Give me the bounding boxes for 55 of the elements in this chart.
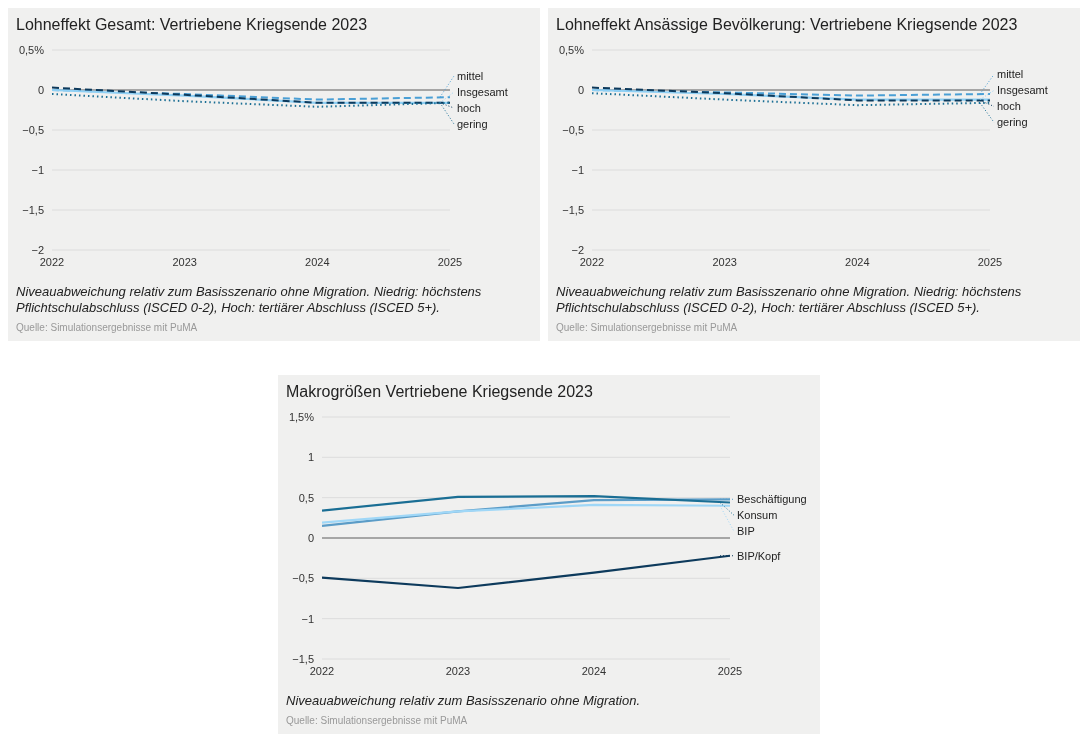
y-tick-label: 0,5% [18, 43, 45, 56]
line-series [322, 498, 730, 527]
y-tick-label: 0 [577, 83, 584, 96]
legend-label: Beschäftigung [737, 493, 807, 506]
y-tick-label: 0,5% [558, 43, 585, 56]
y-tick-label: −0,5 [292, 572, 314, 585]
y-tick-label: −1,5 [292, 652, 314, 665]
line-series [322, 494, 730, 512]
text: Niveauabweichung relativ zum Basisszenario ohne Migration. [285, 692, 642, 709]
y-tick-label: 1,5% [288, 410, 315, 423]
chart-title: Lohneffekt Gesamt: Vertriebene Kriegsende 2023 [15, 15, 369, 35]
series-label: BIP [737, 525, 755, 538]
legend-label: BIP/Kopf [737, 549, 782, 562]
line-series [322, 554, 730, 590]
legend-label: hoch [997, 100, 1021, 113]
y-tick-label: −0,5 [22, 123, 44, 136]
chart-title: Makrogrößen Vertriebene Kriegsende 2023 [285, 382, 594, 402]
y-tick-label: 1 [307, 451, 314, 464]
series-label: mittel [997, 68, 1024, 81]
text: Niveauabweichung relativ zum Basisszenario ohne Migration. Niedrig: höchstens Pflichtschulabschluss (ISCED 0-2), Hoch: tertiärer Abschluss (ISCED 5+). [15, 283, 483, 316]
source-note: Quelle: Simulationsergebnisse mit PuMA [15, 321, 199, 333]
x-tick-label: 2023 [445, 664, 471, 677]
x-tick-label: 2025 [717, 664, 743, 677]
legend-label: Insgesamt [997, 84, 1048, 97]
text: Niveauabweichung relativ zum Basisszenario ohne Migration. Niedrig: höchstens Pflichtschulabschluss (ISCED 0-2), Hoch: tertiärer Abschluss (ISCED 5+). [555, 283, 1023, 316]
x-tick-label: 2022 [39, 255, 65, 268]
legend-label: Konsum [737, 509, 778, 522]
x-tick-label: 2025 [437, 255, 463, 268]
y-tick-label: 0 [37, 83, 44, 96]
source-note: Quelle: Simulationsergebnisse mit PuMA [555, 321, 739, 333]
x-tick-label: 2023 [172, 255, 197, 268]
y-tick-label: −1 [571, 163, 584, 176]
y-tick-label: 0,5 [298, 491, 314, 504]
series-label: gering [457, 117, 488, 130]
x-tick-label: 2022 [309, 664, 335, 677]
y-tick-label: −1,5 [562, 203, 584, 216]
x-tick-label: 2025 [977, 255, 1003, 268]
y-tick-label: −0,5 [562, 123, 584, 136]
y-tick-label: 0 [307, 531, 314, 544]
y-tick-label: −1,5 [22, 203, 44, 216]
chart-title: Lohneffekt Ansässige Bevölkerung: Vertriebene Kriegsende 2023 [555, 15, 1019, 35]
series-label: gering [997, 116, 1028, 129]
y-tick-label: −2 [571, 243, 584, 256]
x-tick-label: 2023 [712, 255, 737, 268]
x-tick-label: 2022 [579, 255, 605, 268]
y-tick-label: −1 [31, 163, 44, 176]
source-note: Quelle: Simulationsergebnisse mit PuMA [285, 714, 469, 726]
x-tick-label: 2024 [581, 664, 607, 677]
legend-label: hoch [457, 101, 481, 114]
y-tick-label: −2 [31, 243, 44, 256]
series-label: mittel [457, 69, 484, 82]
x-tick-label: 2024 [305, 255, 330, 268]
y-tick-label: −1 [301, 612, 314, 625]
x-tick-label: 2024 [845, 255, 870, 268]
legend-label: Insgesamt [457, 85, 508, 98]
